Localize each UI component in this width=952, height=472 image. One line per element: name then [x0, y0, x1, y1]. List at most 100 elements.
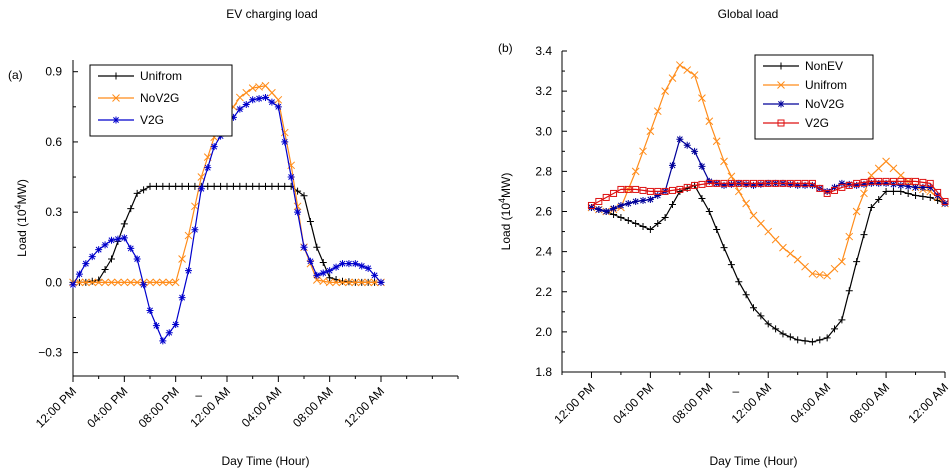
data-point: [617, 214, 625, 222]
data-point: [217, 182, 225, 190]
data-point: [912, 191, 920, 199]
data-point: [757, 179, 765, 187]
data-point: [779, 179, 787, 187]
data-point: [676, 185, 684, 193]
data-point: [300, 192, 308, 200]
data-point: [683, 141, 691, 149]
data-point: [867, 179, 875, 187]
data-point: [705, 208, 713, 215]
data-point: [919, 183, 927, 191]
data-point: [632, 197, 640, 205]
legend-label: NonEV: [805, 59, 843, 73]
data-point: [319, 258, 327, 266]
data-point: [668, 161, 676, 169]
data-point: [294, 208, 302, 216]
y-axis-label-part: Load (10: [499, 203, 513, 251]
data-point: [676, 135, 684, 143]
data-point: [838, 183, 846, 191]
data-point: [101, 278, 109, 287]
data-point: [152, 278, 161, 287]
data-point: [107, 278, 116, 287]
data-point: [720, 244, 728, 252]
legend: NonEV Unifrom NoV2G V2G: [754, 54, 874, 140]
data-point: [808, 179, 816, 187]
y-tick-label: 3.2: [535, 84, 552, 98]
data-point: [268, 88, 276, 97]
x-tick-label: 04:00 PM: [610, 380, 656, 426]
data-point: [860, 180, 868, 188]
data-point: [339, 260, 346, 268]
data-point: [300, 243, 308, 251]
x-tick-label: 08:00 PM: [669, 380, 715, 426]
data-point: [255, 83, 263, 91]
stray-tick-label: –: [195, 388, 202, 402]
y-tick-label: 3.4: [535, 44, 552, 58]
data-point: [595, 197, 603, 205]
data-point: [654, 187, 662, 195]
data-point: [742, 291, 750, 299]
data-point: [75, 278, 84, 287]
data-point: [133, 255, 141, 263]
data-point: [727, 261, 735, 269]
data-point: [801, 337, 809, 345]
data-point: [764, 227, 773, 236]
data-point: [750, 304, 757, 312]
data-point: [705, 117, 714, 126]
data-point: [705, 179, 713, 187]
data-point: [794, 181, 802, 189]
data-point: [742, 179, 750, 187]
data-point: [860, 189, 868, 198]
data-point: [705, 177, 713, 185]
x-tick-label: 08:00 AM: [290, 384, 336, 430]
data-point: [339, 277, 346, 285]
data-point: [293, 202, 302, 211]
data-point: [146, 182, 154, 190]
data-point: [146, 306, 154, 314]
data-point: [210, 182, 218, 190]
data-point: [904, 182, 912, 190]
data-point: [88, 253, 96, 261]
legend-swatch-marker: [777, 62, 785, 70]
data-point: [742, 180, 750, 188]
data-point: [255, 182, 263, 190]
data-point: [210, 143, 218, 151]
data-point: [691, 181, 699, 189]
data-point: [786, 333, 794, 341]
data-point: [668, 200, 676, 208]
data-point: [720, 157, 728, 166]
legend-label: V2G: [140, 113, 164, 127]
data-point: [255, 95, 263, 103]
data-point: [152, 322, 160, 330]
legend-label: Unifrom: [140, 69, 182, 83]
data-point: [771, 235, 780, 244]
data-point: [159, 182, 167, 190]
data-point: [632, 220, 640, 228]
data-point: [88, 278, 97, 287]
data-point: [191, 182, 199, 190]
x-tick-label: 12:00 PM: [33, 384, 79, 430]
data-point: [845, 180, 853, 188]
data-point: [191, 226, 199, 234]
data-point: [624, 185, 632, 193]
legend-swatch-marker: [777, 100, 785, 108]
data-point: [268, 182, 276, 190]
data-point: [845, 232, 854, 241]
data-point: [860, 231, 868, 239]
data-point: [646, 226, 654, 234]
data-point: [874, 164, 883, 173]
data-point: [727, 179, 735, 187]
y-tick-label: 0.9: [45, 65, 62, 79]
data-point: [882, 177, 890, 185]
data-point: [262, 182, 269, 190]
x-tick-label: 12:00 AM: [341, 384, 387, 430]
data-point: [926, 179, 934, 187]
y-axis-label-superscript: 4: [13, 204, 23, 209]
data-point: [875, 177, 883, 185]
x-tick-label: 08:00 PM: [136, 384, 182, 430]
data-point: [242, 88, 251, 97]
data-point: [831, 325, 839, 333]
y-axis-label-part: Load (10: [15, 209, 29, 257]
data-point: [845, 181, 853, 189]
data-point: [823, 187, 831, 195]
x-tick-label: 12:00 AM: [905, 380, 951, 426]
